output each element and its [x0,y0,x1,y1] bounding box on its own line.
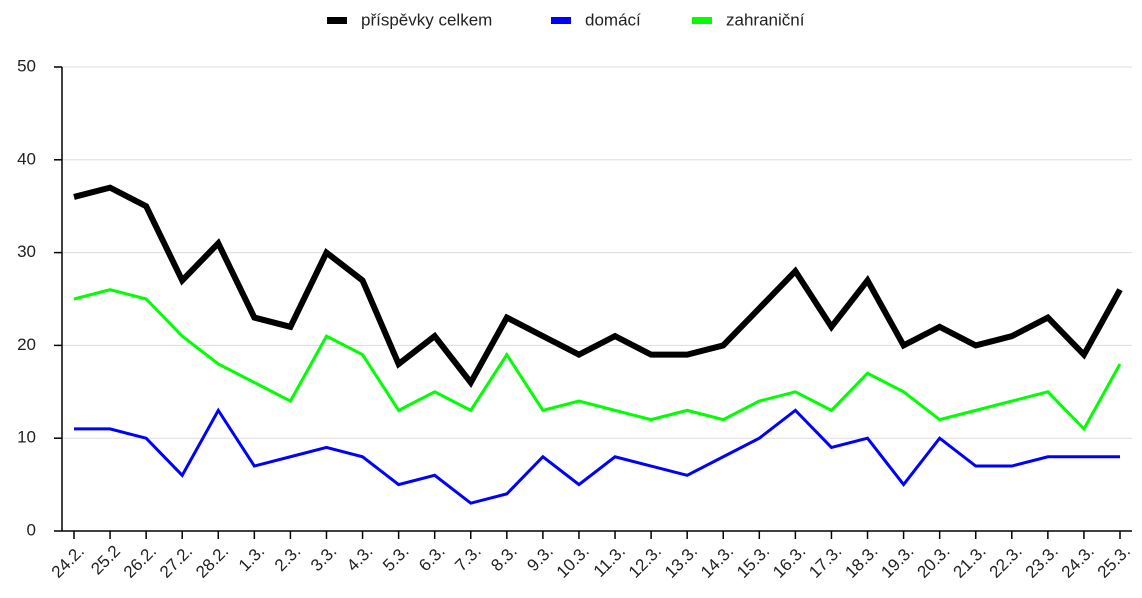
x-tick-label: 26.2. [120,542,160,582]
x-tick-label: 24.2. [48,542,88,582]
x-tick-label: 9.3. [523,542,556,575]
legend-swatch [327,17,347,24]
x-tick-label: 15.3. [733,542,773,582]
x-tick-label: 11.3. [590,542,629,581]
series-line [73,184,1123,388]
y-tick-label: 20 [17,335,36,354]
series-line [73,288,1122,432]
x-tick-label: 1.3. [235,542,268,575]
legend-label: zahraniční [726,10,805,29]
legend-swatch [692,17,712,24]
legend-label: příspěvky celkem [361,10,492,29]
x-tick-label: 22.3. [986,542,1026,582]
x-tick-label: 23.3. [1022,542,1062,582]
x-tick-label: 3.3. [307,542,340,575]
x-tick-label: 24.3. [1058,542,1098,582]
y-tick-label: 0 [27,520,36,539]
x-tick-label: 17.3. [805,542,845,582]
x-tick-label: 21.3. [950,542,990,582]
x-tick-label: 4.3. [343,542,376,575]
x-tick-label: 7.3. [451,542,484,575]
x-tick-label: 27.2. [156,542,196,582]
x-tick-label: 28.2. [192,542,232,582]
x-tick-label: 18.3. [841,542,881,582]
x-tick-label: 19.3. [877,542,917,582]
x-tick-label: 20.3. [913,542,953,582]
series-line [74,407,1120,505]
x-tick-label: 10.3. [553,542,593,582]
x-tick-label: 12.3. [625,542,665,582]
y-tick-label: 40 [17,149,36,168]
y-tick-label: 30 [17,242,36,261]
x-tick-label: 14.3. [697,542,737,582]
x-tick-label: 13.3. [661,542,701,582]
x-tick-label: 8.3. [487,542,520,575]
x-tick-label: 2.3. [271,542,304,575]
x-tick-label: 5.3. [379,542,412,575]
x-tick-label: 25.2 [87,542,124,579]
y-tick-label: 50 [17,56,36,75]
x-tick-label: 25.3. [1094,542,1134,582]
x-tick-label: 6.3. [415,542,448,575]
legend-swatch [551,17,571,24]
legend-label: domácí [585,10,641,29]
y-tick-label: 10 [17,428,36,447]
x-tick-label: 16.3. [769,542,809,582]
